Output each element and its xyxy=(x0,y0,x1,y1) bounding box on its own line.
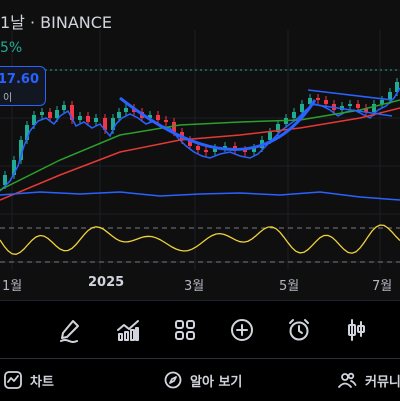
candle-body xyxy=(40,112,44,115)
candle-body xyxy=(124,108,128,112)
grid-icon[interactable] xyxy=(171,316,199,344)
rsi-line xyxy=(0,224,400,255)
candle-body xyxy=(308,98,312,104)
candle-body xyxy=(324,100,328,104)
candle-body xyxy=(388,92,392,100)
channel-top-line xyxy=(307,89,393,101)
candle-body xyxy=(196,146,200,150)
drawing-toolbar xyxy=(0,300,400,359)
ma-line-green xyxy=(0,99,400,191)
candle-body xyxy=(25,125,29,140)
pen-icon[interactable] xyxy=(56,316,84,344)
candles-icon[interactable] xyxy=(342,316,370,344)
candle-body xyxy=(94,118,98,122)
price-label-box[interactable]: 17.60 이 xyxy=(0,66,46,106)
candle-body xyxy=(233,146,237,150)
candle-body xyxy=(172,122,176,132)
candle-body xyxy=(380,100,384,104)
x-label-jan: 1월 xyxy=(2,279,23,294)
cup-pattern-drawing xyxy=(119,96,317,151)
candle-body xyxy=(372,104,376,112)
candle-body xyxy=(213,148,217,152)
ma-line-red xyxy=(0,107,400,201)
community-icon xyxy=(338,372,357,388)
chart-area[interactable]: 1날 · BINANCE 5% 17.60 이 1월 2025 3월 5월 7월 xyxy=(0,0,400,300)
nav-explore-label: 알아 보기 xyxy=(190,374,243,390)
candle-body xyxy=(204,150,208,152)
candle-body xyxy=(86,116,90,122)
candle-body xyxy=(62,105,66,110)
candle-body xyxy=(188,140,192,146)
indicators-icon[interactable] xyxy=(114,316,142,344)
candle-body xyxy=(395,82,399,92)
price-sub-text: 이 xyxy=(3,93,13,104)
candle-body xyxy=(156,115,160,120)
chart-icon xyxy=(4,371,22,389)
candle-body xyxy=(223,146,227,148)
symbol-title[interactable]: 1날 · BINANCE xyxy=(0,13,113,32)
candle-body xyxy=(243,150,247,152)
nav-community-label: 커뮤니 xyxy=(365,374,400,390)
x-label-2025: 2025 xyxy=(88,275,125,290)
candle-body xyxy=(78,116,82,120)
candle-body xyxy=(148,115,152,118)
candle-body xyxy=(117,112,121,118)
candle-body xyxy=(364,108,368,112)
x-label-may: 5월 xyxy=(279,279,300,294)
candle-body xyxy=(252,148,256,152)
candle-body xyxy=(292,112,296,118)
candle-body xyxy=(164,120,168,122)
candle-body xyxy=(19,140,23,160)
x-label-mar: 3월 xyxy=(184,279,205,294)
x-label-jul: 7월 xyxy=(372,279,393,294)
candle-body xyxy=(3,175,7,185)
candle-body xyxy=(300,104,304,112)
change-percent: 5% xyxy=(0,40,23,56)
candle-body xyxy=(356,104,360,108)
candle-body xyxy=(48,112,52,118)
nav-explore[interactable]: 알아 보기 xyxy=(164,370,242,390)
candle-body xyxy=(268,132,272,140)
candle-body xyxy=(103,118,107,130)
candle-body xyxy=(32,115,36,125)
bottom-navigation: 차트 알아 보기 커뮤니 xyxy=(0,358,400,401)
candle-body xyxy=(316,98,320,100)
candle-body xyxy=(276,124,280,132)
price-value: 17.60 xyxy=(0,72,39,87)
candle-body xyxy=(348,104,352,106)
volume-line xyxy=(0,191,400,201)
nav-chart-label: 차트 xyxy=(30,374,54,390)
add-icon[interactable] xyxy=(228,316,256,344)
alarm-icon[interactable] xyxy=(285,316,313,344)
candle-body xyxy=(12,160,16,175)
nav-chart[interactable]: 차트 xyxy=(4,370,54,390)
compass-icon xyxy=(164,371,182,389)
candle-body xyxy=(55,110,59,118)
candle-body xyxy=(111,118,115,130)
channel-bottom-line xyxy=(309,103,393,117)
price-chart[interactable] xyxy=(0,0,400,300)
nav-community[interactable]: 커뮤니 xyxy=(337,370,400,390)
candle-body xyxy=(70,105,74,120)
